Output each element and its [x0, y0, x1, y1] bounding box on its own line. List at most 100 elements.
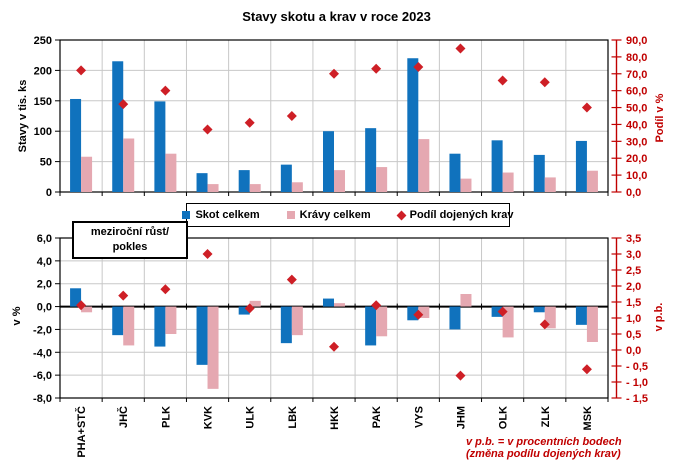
marker-podil-dojenych-krav — [455, 370, 466, 381]
bar-kravy-celkem — [418, 306, 430, 318]
left-tick-label: -4,0 — [33, 347, 52, 359]
left-tick-label: 4,0 — [37, 256, 52, 268]
right-tick-label: 30,0 — [626, 136, 647, 148]
right-tick-label: 40,0 — [626, 119, 647, 131]
bar-skot-celkem — [575, 140, 587, 192]
marker-podil-dojenych-krav — [244, 117, 255, 128]
bar-kravy-celkem — [502, 306, 514, 338]
marker-podil-dojenych-krav — [202, 249, 213, 259]
right-tick-label: 2,5 — [626, 265, 641, 277]
bar-skot-celkem — [491, 306, 503, 317]
category-label: PLK — [160, 406, 172, 428]
bar-skot-celkem — [112, 61, 124, 192]
marker-podil-dojenych-krav — [413, 309, 424, 320]
bar-skot-celkem — [154, 306, 166, 347]
bar-skot-celkem — [196, 173, 208, 192]
bar-kravy-celkem — [291, 182, 303, 192]
left-tick-label: 0 — [46, 187, 52, 199]
left-tick-label: -6,0 — [33, 370, 52, 382]
chart-title: Stavy skotu a krav v roce 2023 — [242, 9, 431, 24]
right-tick-label: 2,0 — [626, 281, 641, 293]
legend-item-kravy: Krávy celkem — [286, 209, 371, 221]
right-tick-label: - 1,0 — [626, 377, 648, 389]
right-tick-label: 0,0 — [626, 187, 641, 199]
left-tick-label: -2,0 — [33, 324, 52, 336]
marker-podil-dojenych-krav — [497, 306, 508, 317]
right-tick-label: 90,0 — [626, 35, 647, 47]
marker-podil-dojenych-krav — [581, 102, 592, 113]
bar-skot-celkem — [533, 154, 545, 192]
bar-skot-celkem — [323, 131, 334, 192]
marker-podil-dojenych-krav — [455, 43, 466, 54]
bar-kravy-celkem — [207, 184, 219, 192]
bar-kravy-celkem — [81, 306, 93, 313]
footnote: v p.b. = v procentních bodech (změna pod… — [466, 436, 622, 460]
right-tick-label: 20,0 — [626, 153, 647, 165]
footnote-line2: (změna podílu dojených krav) — [466, 448, 621, 460]
legend: Skot celkem Krávy celkem Podíl dojených … — [182, 203, 514, 227]
bar-kravy-celkem — [165, 306, 177, 334]
bar-kravy-celkem — [544, 177, 556, 192]
marker-podil-dojenych-krav — [286, 274, 297, 285]
bar-skot-celkem — [365, 306, 377, 346]
bar-skot-celkem — [112, 306, 124, 336]
marker-podil-dojenych-krav — [76, 65, 87, 76]
bar-skot-celkem — [323, 298, 334, 307]
bar-skot-celkem — [280, 306, 292, 344]
bar-kravy-celkem — [460, 178, 472, 192]
marker-podil-dojenych-krav — [160, 85, 171, 96]
bar-kravy-celkem — [123, 138, 135, 192]
marker-podil-dojenych-krav — [413, 62, 424, 73]
right-tick-label: 1,5 — [626, 297, 641, 309]
category-label: OLK — [498, 406, 510, 429]
category-label: ZLK — [540, 406, 552, 427]
right-tick-label: 3,5 — [626, 233, 641, 245]
left-tick-label: 2,0 — [37, 279, 52, 291]
bar-kravy-celkem — [334, 170, 345, 192]
bar-kravy-celkem — [249, 300, 261, 307]
top-right-axis-title: Podíl v % — [654, 93, 666, 143]
right-tick-label: 60,0 — [626, 86, 647, 98]
skot-square-swatch-icon — [182, 211, 191, 219]
bar-kravy-celkem — [334, 303, 345, 307]
bar-kravy-celkem — [376, 167, 388, 192]
legend-label-skot: Skot celkem — [195, 209, 260, 221]
category-label: JHM — [455, 406, 467, 429]
category-label: KVK — [203, 406, 215, 429]
category-label: HKK — [329, 406, 341, 430]
bar-kravy-celkem — [460, 294, 472, 307]
marker-podil-dojenych-krav — [539, 319, 550, 330]
right-tick-label: 0,5 — [626, 329, 641, 341]
category-label: LBK — [287, 406, 299, 429]
bar-kravy-celkem — [207, 306, 219, 389]
bar-skot-celkem — [70, 98, 82, 192]
bar-kravy-celkem — [376, 306, 388, 337]
footnote-line1: v p.b. = v procentních bodech — [466, 436, 622, 448]
right-tick-label: - 1,5 — [626, 393, 648, 405]
legend-item-podil: Podíl dojených krav — [396, 209, 514, 221]
bar-kravy-celkem — [165, 153, 177, 192]
marker-podil-dojenych-krav — [244, 303, 255, 314]
bar-skot-celkem — [407, 58, 419, 192]
bar-kravy-celkem — [586, 306, 598, 342]
marker-podil-dojenych-krav — [118, 290, 129, 301]
category-label: PHA+STČ — [75, 406, 88, 458]
right-tick-label: - 0,5 — [626, 361, 648, 373]
left-tick-label: 6,0 — [37, 233, 52, 245]
right-tick-label: 80,0 — [626, 52, 647, 64]
bar-skot-celkem — [70, 288, 82, 307]
left-tick-label: 150 — [34, 96, 52, 108]
right-tick-label: 1,0 — [626, 313, 641, 325]
marker-podil-dojenych-krav — [202, 124, 213, 135]
legend-label-podil: Podíl dojených krav — [409, 209, 514, 221]
marker-podil-dojenych-krav — [329, 341, 339, 352]
bar-skot-celkem — [154, 101, 166, 192]
bar-skot-celkem — [491, 140, 503, 192]
category-label: VYS — [413, 406, 425, 428]
left-tick-label: 50 — [40, 157, 52, 169]
marker-podil-dojenych-krav — [371, 63, 382, 74]
bar-skot-celkem — [365, 128, 377, 192]
right-tick-label: 50,0 — [626, 103, 647, 115]
marker-podil-dojenych-krav — [160, 284, 171, 295]
